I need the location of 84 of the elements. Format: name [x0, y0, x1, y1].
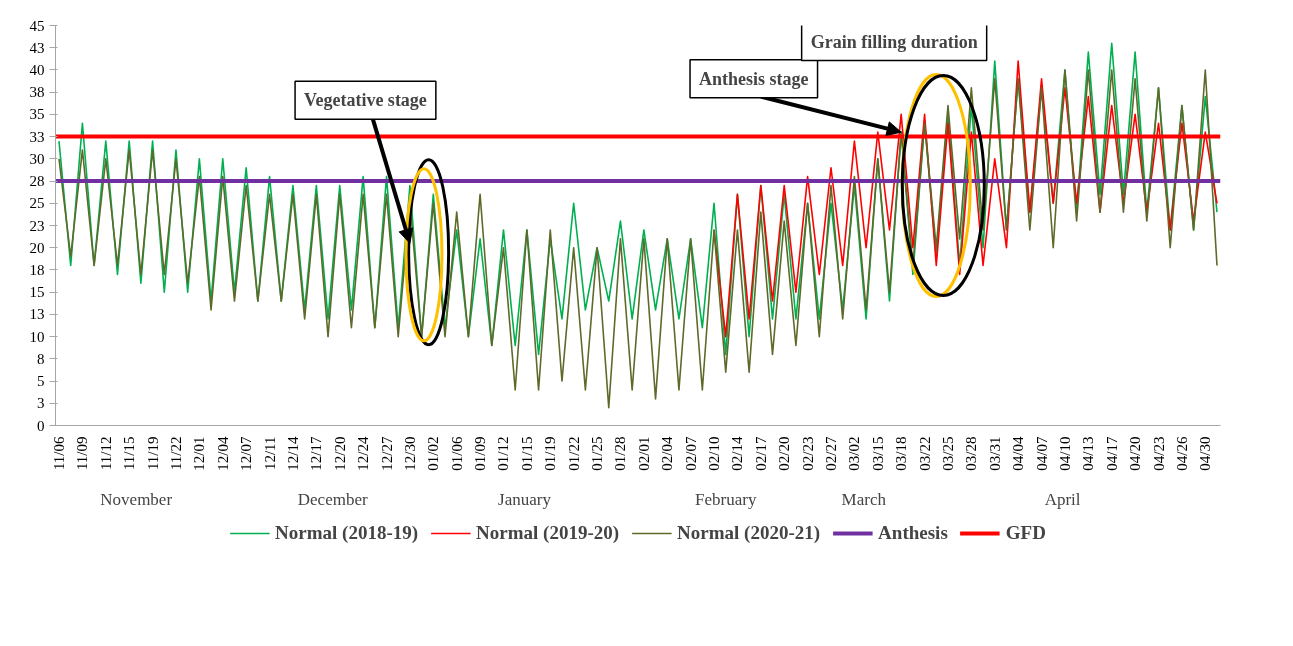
legend-label: Normal (2020-21) [677, 522, 821, 544]
x-tick-label: 03/25 [939, 436, 956, 471]
y-tick-label: 30 [29, 150, 45, 167]
x-tick-label: 04/13 [1080, 436, 1097, 471]
x-tick-label: 11/06 [51, 436, 68, 471]
legend-label: Normal (2018-19) [275, 522, 419, 544]
annotation: Anthesis stage [699, 68, 809, 89]
x-tick-label: 04/20 [1127, 436, 1144, 471]
x-tick-label: 04/23 [1150, 436, 1167, 471]
x-tick-label: 01/19 [542, 436, 559, 471]
y-tick-label: 28 [29, 173, 45, 190]
x-tick-label: 12/20 [331, 436, 348, 471]
y-tick-label: 8 [37, 350, 45, 367]
x-tick-label: 01/28 [612, 436, 629, 471]
x-tick-label: 11/15 [121, 436, 138, 471]
y-tick-label: 5 [37, 373, 45, 390]
x-tick-label: 12/14 [284, 436, 301, 471]
annotation: Grain filling duration [810, 31, 978, 52]
x-tick-label: 12/17 [308, 436, 325, 471]
x-tick-label: 12/27 [378, 436, 395, 471]
x-tick-label: 02/04 [659, 436, 676, 471]
y-tick-label: 38 [29, 84, 45, 101]
x-tick-label: 02/14 [729, 436, 746, 471]
y-tick-label: 20 [29, 239, 45, 256]
x-tick-label: 03/22 [916, 436, 933, 471]
x-tick-label: 03/31 [986, 436, 1003, 471]
y-tick-label: 43 [29, 39, 45, 56]
x-tick-label: 04/07 [1033, 436, 1050, 471]
text: December [297, 489, 368, 509]
x-tick-label: 02/17 [752, 436, 769, 471]
x-tick-label: 02/07 [682, 436, 699, 471]
x-tick-label: 11/12 [97, 436, 114, 471]
x-tick-label: 11/09 [74, 436, 91, 471]
y-tick-label: 3 [37, 395, 45, 412]
x-tick-label: 12/01 [191, 436, 208, 471]
x-tick-label: 03/18 [893, 436, 910, 471]
x-tick-label: 02/27 [823, 436, 839, 471]
x-tick-label: 01/15 [518, 436, 535, 471]
x-tick-label: 02/23 [799, 436, 816, 471]
x-tick-label: 04/04 [1010, 436, 1027, 471]
x-tick-label: 03/02 [846, 436, 863, 471]
x-tick-label: 03/28 [963, 436, 980, 471]
x-tick-label: 11/22 [167, 436, 184, 471]
x-tick-label: 04/30 [1197, 436, 1214, 471]
x-tick-label: 12/30 [401, 436, 418, 471]
y-tick-label: 0 [37, 417, 45, 434]
y-tick-label: 13 [29, 306, 45, 323]
x-tick-label: 01/02 [425, 436, 442, 471]
x-tick-label: 12/11 [261, 436, 278, 471]
x-tick-label: 01/25 [589, 436, 606, 471]
x-tick-label: 01/09 [472, 436, 489, 471]
text: February [695, 489, 757, 509]
x-tick-label: 12/07 [238, 436, 255, 471]
y-tick-label: 33 [29, 128, 45, 145]
y-tick-label: 40 [29, 61, 45, 78]
line-series [58, 69, 1218, 409]
x-tick-label: 04/26 [1173, 436, 1190, 471]
annotation: Vegetative stage [304, 90, 427, 111]
text: April [1044, 489, 1081, 509]
x-tick-label: 02/10 [706, 436, 723, 471]
y-tick-label: 35 [29, 106, 45, 123]
x-tick-label: 04/17 [1103, 436, 1120, 471]
y-tick-label: 23 [29, 217, 45, 234]
x-tick-label: 01/06 [448, 436, 465, 471]
y-tick-label: 15 [29, 284, 45, 301]
y-tick-label: 45 [29, 17, 45, 34]
text: November [100, 489, 173, 509]
x-tick-label: 11/19 [144, 436, 161, 471]
x-tick-label: 03/15 [869, 436, 886, 471]
x-tick-label: 12/24 [355, 436, 372, 471]
y-tick-label: 25 [29, 195, 45, 212]
x-tick-label: 04/10 [1056, 436, 1073, 471]
x-tick-label: 02/01 [635, 436, 652, 471]
text: March [841, 489, 887, 509]
y-tick-label: 10 [29, 328, 45, 345]
text: January [498, 489, 552, 509]
x-tick-label: 02/20 [776, 436, 793, 471]
legend-label: Anthesis [878, 522, 948, 544]
legend-label: GFD [1005, 522, 1046, 544]
x-tick-label: 01/12 [495, 436, 512, 471]
x-tick-label: 12/04 [214, 436, 231, 471]
x-tick-label: 01/22 [565, 436, 582, 471]
y-tick-label: 18 [29, 261, 45, 278]
legend-label: Normal (2019-20) [476, 522, 620, 544]
